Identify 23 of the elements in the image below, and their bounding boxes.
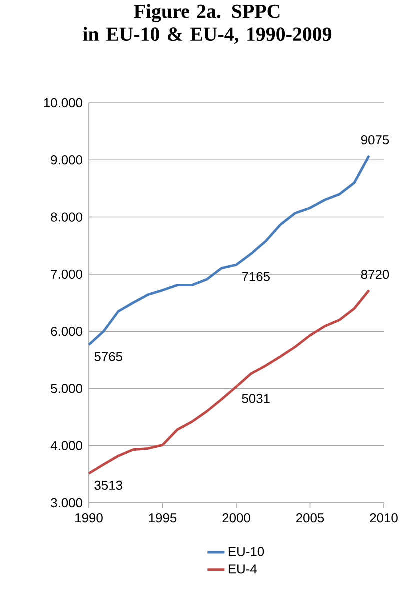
y-tick-label: 4.000 <box>50 441 82 450</box>
line-series <box>88 289 371 475</box>
x-tick-label: 2005 <box>296 514 324 523</box>
y-tick-label: 9.000 <box>51 156 82 165</box>
legend-label: EU-10 <box>228 547 264 556</box>
annotation: 7165 <box>242 272 270 282</box>
chart-title: Figure 2a. SPPC in EU-10 & EU-4, 1990-2009 <box>83 4 332 44</box>
annotation: 9075 <box>361 135 390 145</box>
x-tick-label: 1995 <box>149 514 177 523</box>
y-tick-label: 7.000 <box>51 270 82 280</box>
y-tick-label: 8.000 <box>51 212 82 222</box>
y-tick-label: 5.000 <box>51 384 82 394</box>
legend-label: EU-4 <box>228 564 258 574</box>
annotation: 5031 <box>242 394 270 404</box>
annotation: 3513 <box>94 480 122 490</box>
y-tick-label: 10.000 <box>44 98 82 108</box>
y-tick-label: 3.000 <box>51 498 82 508</box>
annotation: 8720 <box>361 270 390 280</box>
x-tick-label: 1990 <box>76 514 103 523</box>
x-tick-label: 2010 <box>370 514 398 523</box>
annotation: 5765 <box>94 352 122 362</box>
y-tick-label: 6.000 <box>51 326 82 336</box>
x-tick-label: 2000 <box>222 514 250 523</box>
